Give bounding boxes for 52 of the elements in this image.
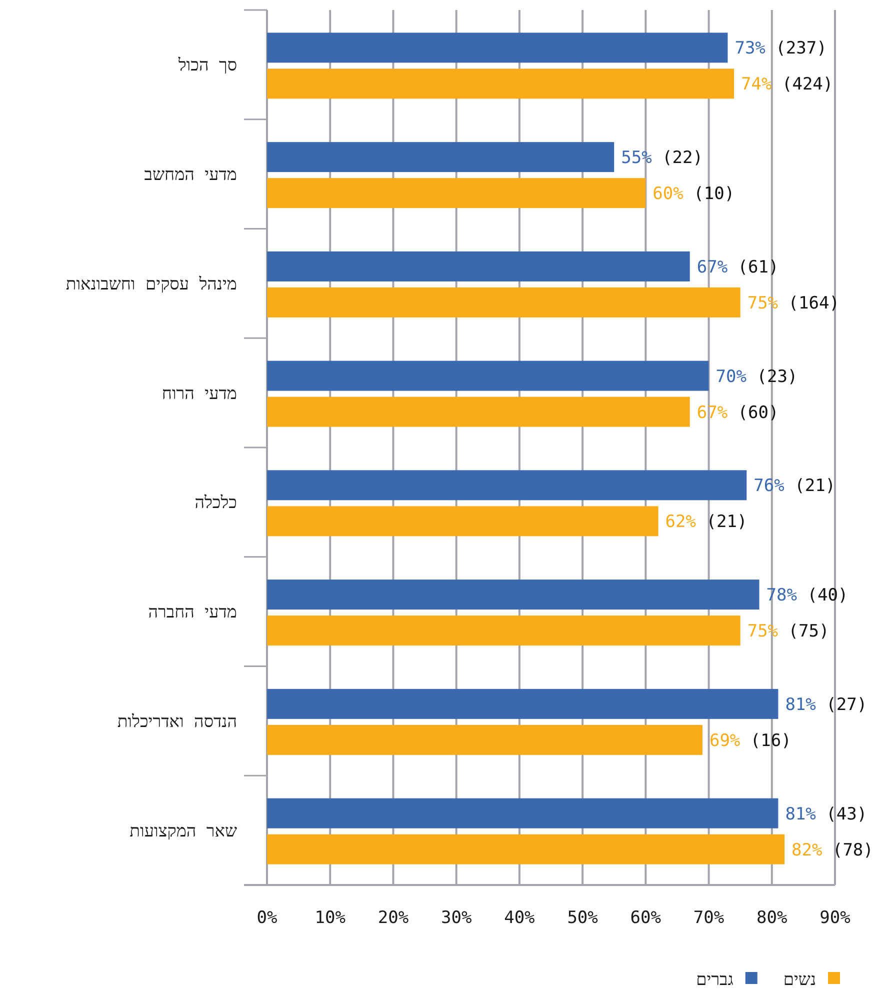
- data-label: 69% (16): [709, 730, 792, 751]
- bar: [267, 470, 747, 500]
- data-label: 67% (61): [696, 257, 779, 278]
- x-tick-label: 40%: [504, 908, 535, 928]
- bar: [267, 68, 734, 99]
- data-label: 82% (78): [792, 840, 874, 860]
- y-tick-label: מדעי המחשב: [144, 165, 237, 186]
- x-tick-label: 30%: [440, 908, 472, 928]
- x-tick-label: 50%: [567, 908, 598, 928]
- x-tick-label: 70%: [693, 908, 724, 928]
- bar: [267, 32, 728, 63]
- legend-label: גברים: [696, 970, 734, 990]
- bar: [267, 251, 690, 282]
- bar: [267, 724, 702, 755]
- y-tick-label: מינהל עסקים וחשבונאות: [66, 274, 237, 294]
- data-label: 74% (424): [741, 74, 834, 95]
- data-label: 81% (43): [785, 804, 868, 824]
- x-tick-label: 60%: [630, 908, 662, 928]
- data-label: 62% (21): [665, 512, 748, 532]
- data-label: 75% (75): [747, 622, 830, 642]
- data-label: 73% (237): [734, 38, 827, 59]
- x-tick-label: 10%: [314, 908, 346, 928]
- x-tick-label: 0%: [256, 908, 278, 928]
- data-label: 55% (22): [621, 148, 704, 168]
- bar: [267, 506, 658, 536]
- y-tick-label: מדעי החברה: [148, 602, 237, 623]
- bar: [267, 142, 614, 172]
- bar: [267, 834, 785, 864]
- bar: [267, 287, 740, 318]
- bar: [267, 616, 740, 646]
- bar: [267, 360, 709, 391]
- y-tick-label: סך הכול: [177, 56, 237, 76]
- y-tick-label: כלכלה: [194, 493, 237, 514]
- bar: [267, 396, 690, 427]
- bar: [267, 178, 646, 208]
- bar: [267, 798, 778, 828]
- y-tick-label: הנדסה ואדריכלות: [117, 712, 237, 732]
- x-tick-label: 20%: [378, 908, 409, 928]
- data-label: 75% (164): [747, 293, 840, 314]
- data-label: 78% (40): [766, 586, 848, 606]
- data-label: 70% (23): [716, 366, 798, 387]
- x-tick-label: 90%: [820, 908, 850, 928]
- bar: [267, 580, 760, 610]
- legend-label: נשים: [783, 970, 816, 990]
- x-tick-label: 80%: [756, 908, 788, 928]
- bar: [267, 688, 778, 719]
- data-label: 60% (10): [652, 184, 735, 204]
- data-label: 81% (27): [785, 694, 868, 715]
- data-label: 76% (21): [754, 476, 836, 496]
- data-label: 67% (60): [696, 402, 779, 423]
- y-tick-label: מדעי הרוח: [162, 384, 237, 404]
- y-tick-label: שאר המקצועות: [130, 821, 237, 842]
